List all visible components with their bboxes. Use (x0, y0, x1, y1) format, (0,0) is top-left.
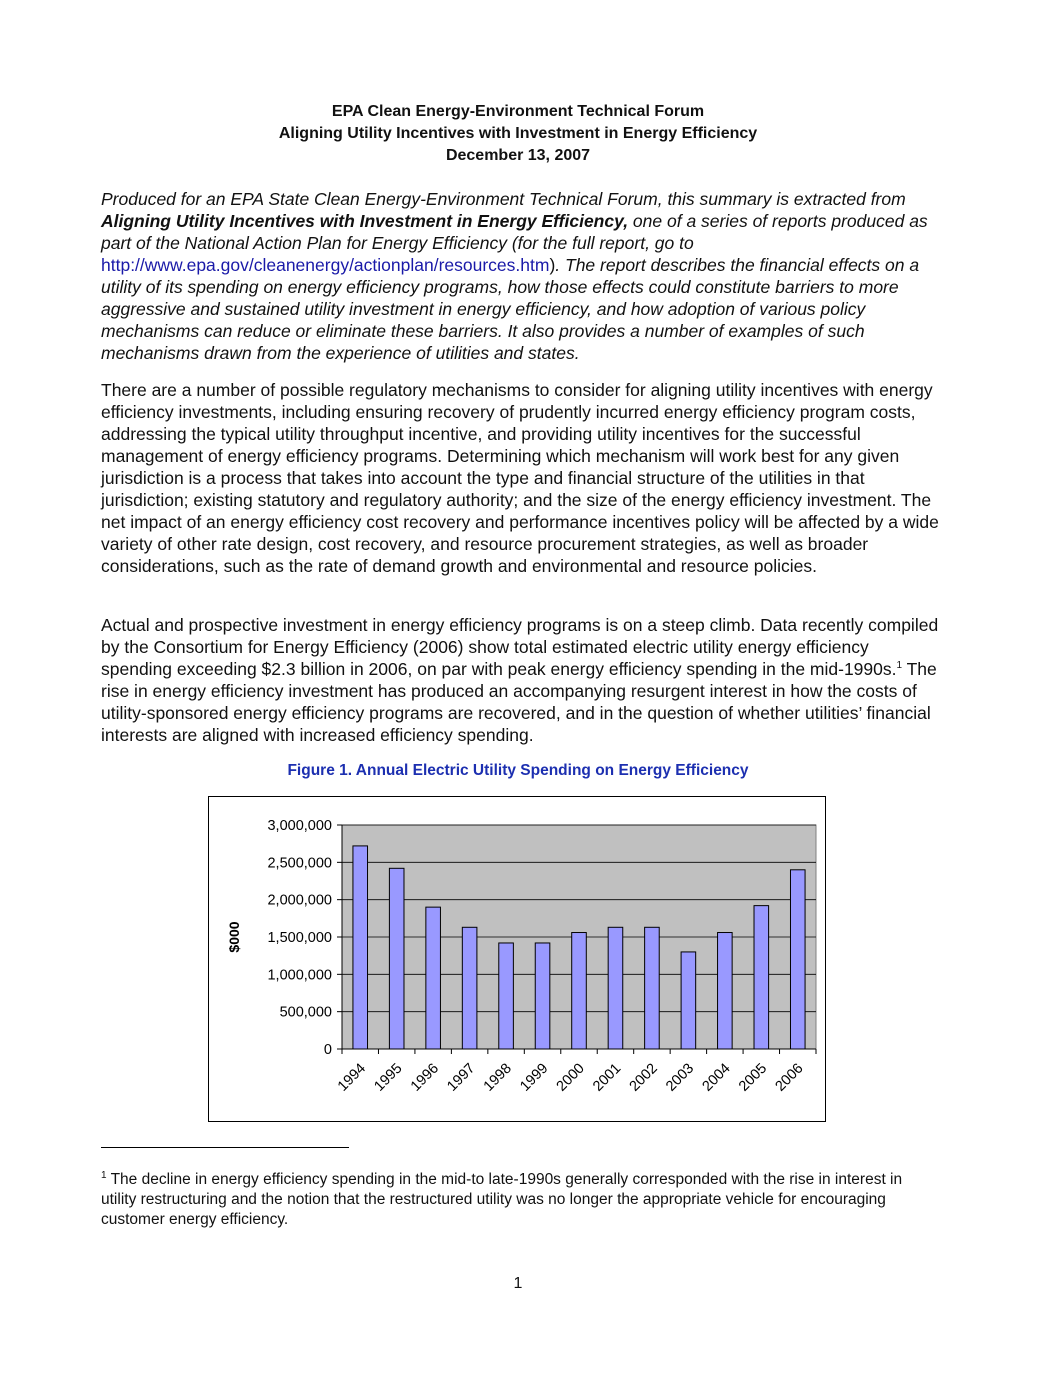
bar-1996 (425, 906, 441, 1050)
footnote: 1 The decline in energy efficiency spend… (101, 1170, 941, 1230)
x-tick-label: 2000 (554, 1061, 588, 1095)
bar-1995 (388, 867, 405, 1050)
bar-2004 (717, 932, 733, 1050)
intro-text-1: Produced for an EPA State Clean Energy-E… (101, 189, 906, 209)
document-header: EPA Clean Energy-Environment Technical F… (100, 101, 936, 167)
bar-1997 (461, 926, 478, 1050)
x-tick-label: 2002 (627, 1061, 661, 1095)
x-tick-label: 1994 (335, 1061, 369, 1095)
bar-2001 (607, 926, 624, 1050)
bar-2003 (680, 951, 697, 1050)
header-forum-title: EPA Clean Energy-Environment Technical F… (331, 103, 705, 120)
x-tick-label: 1996 (408, 1061, 442, 1095)
bar-1999 (534, 942, 551, 1050)
bar-1994 (352, 845, 369, 1050)
footnote-mark: 1 (101, 1170, 107, 1181)
investment-paragraph: Actual and prospective investment in ene… (101, 614, 941, 746)
investment-text-2: The rise in energy efficiency investment… (101, 659, 937, 745)
intro-paragraph: Produced for an EPA State Clean Energy-E… (101, 188, 941, 364)
footnote-reference: 1 (896, 660, 903, 671)
x-tick-label: 2001 (590, 1061, 624, 1095)
intro-text-2: one of a series of reports produced as p… (101, 211, 928, 253)
intro-report-title: Aligning Utility Incentives with Investm… (101, 211, 629, 231)
page-number: 1 (513, 1275, 523, 1292)
header-report-title: Aligning Utility Incentives with Investm… (278, 125, 758, 142)
x-tick-label: 2003 (663, 1061, 697, 1095)
x-tick-label: 2005 (736, 1061, 770, 1095)
y-tick-label: 3,000,000 (267, 818, 332, 834)
report-url-link[interactable]: http://www.epa.gov/cleanenergy/actionpla… (101, 255, 550, 275)
y-tick-label: 1,000,000 (267, 967, 332, 983)
x-tick-label: 2006 (772, 1061, 806, 1095)
y-tick-label: 500,000 (280, 1005, 332, 1021)
intro-text-3: ) (549, 255, 556, 275)
footnote-separator (101, 1147, 349, 1148)
y-tick-label: 2,000,000 (267, 893, 332, 909)
bar-2000 (571, 932, 587, 1050)
bar-2005 (753, 905, 770, 1050)
x-tick-label: 1995 (371, 1061, 405, 1095)
y-axis-title: $000 (226, 921, 242, 952)
x-tick-label: 1999 (517, 1061, 551, 1095)
footnote-text: The decline in energy efficiency spendin… (101, 1171, 903, 1228)
intro-text-4: . The report describes the financial eff… (101, 255, 920, 363)
x-tick-label: 1997 (444, 1061, 478, 1095)
regulatory-mechanisms-paragraph: There are a number of possible regulator… (101, 380, 939, 576)
y-tick-label: 2,500,000 (267, 855, 332, 871)
figure-caption: Figure 1. Annual Electric Utility Spendi… (287, 762, 749, 779)
y-tick-label: 1,500,000 (267, 930, 332, 946)
x-tick-label: 2004 (700, 1061, 734, 1095)
spending-bar-chart: 0 500,000 1,000,000 1,500,000 2,000,000 2,500… (226, 818, 817, 1095)
chart-frame: 0 500,000 1,000,000 1,500,000 2,000,000 2,500… (208, 796, 826, 1122)
x-tick-label: 1998 (481, 1061, 515, 1095)
header-date: December 13, 2007 (445, 147, 591, 164)
bar-1998 (498, 942, 514, 1050)
bar-2006 (789, 869, 806, 1050)
y-tick-label: 0 (324, 1042, 332, 1058)
bar-2002 (644, 926, 660, 1050)
investment-text-1: Actual and prospective investment in ene… (101, 615, 939, 679)
